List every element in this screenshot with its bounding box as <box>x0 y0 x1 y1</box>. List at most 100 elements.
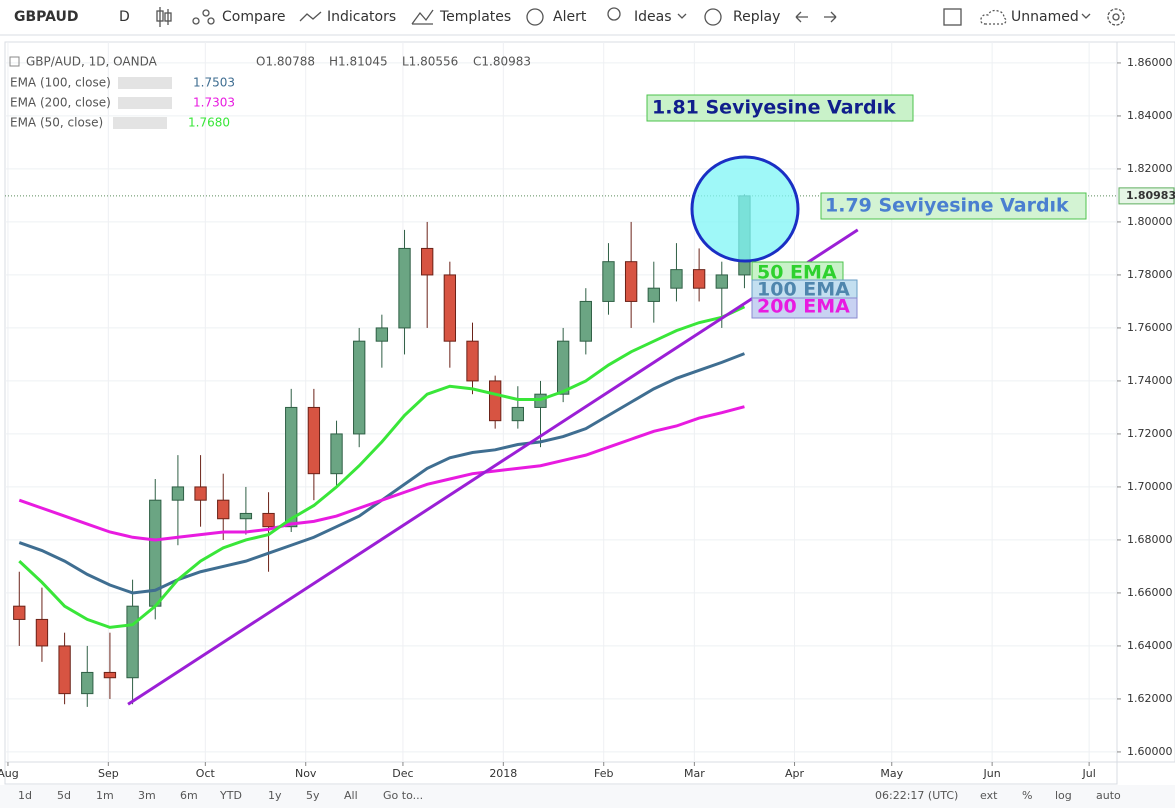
x-tick-label: Dec <box>392 767 413 780</box>
annotation-text: 100 EMA <box>757 279 850 301</box>
scale-option[interactable]: % <box>1022 789 1032 802</box>
replay-icon[interactable] <box>704 8 722 26</box>
ohlc-low: L1.80556 <box>402 55 458 69</box>
y-tick-label: 1.76000 <box>1127 321 1173 334</box>
y-tick-label: 1.74000 <box>1127 374 1173 387</box>
candle-body <box>715 274 728 289</box>
scale-option[interactable]: auto <box>1096 789 1121 802</box>
candle-body <box>13 605 26 620</box>
y-tick-label: 1.82000 <box>1127 162 1173 175</box>
range-button[interactable]: All <box>344 789 358 802</box>
y-tick-label: 1.80000 <box>1127 215 1173 228</box>
scale-option[interactable]: log <box>1055 789 1072 802</box>
layout-dropdown[interactable] <box>1081 13 1091 19</box>
ideas-icon[interactable] <box>607 7 621 21</box>
layout-name[interactable]: Unnamed <box>1011 9 1079 25</box>
range-button[interactable]: 3m <box>138 789 156 802</box>
y-tick-label: 1.68000 <box>1127 533 1173 546</box>
clock: 06:22:17 (UTC) <box>875 789 958 802</box>
x-tick-label: Oct <box>196 767 216 780</box>
candle-body <box>285 406 298 528</box>
indicators-icon[interactable] <box>299 11 322 22</box>
y-tick-label: 1.78000 <box>1127 268 1173 281</box>
candle-body <box>194 486 207 501</box>
candle-body <box>692 269 706 289</box>
x-tick-label: Mar <box>684 767 705 780</box>
study-name[interactable]: EMA (100, close) <box>10 76 111 90</box>
fullscreen-icon[interactable] <box>943 8 962 26</box>
ema-line <box>18 405 745 542</box>
candle-body <box>489 380 502 422</box>
chart-style-icon[interactable] <box>156 7 172 27</box>
alert-button[interactable]: Alert <box>553 9 587 25</box>
annotation-box <box>820 192 1087 220</box>
candle-body <box>398 247 411 329</box>
symbol[interactable]: GBPAUD <box>14 9 79 25</box>
compare-icon[interactable] <box>192 9 215 25</box>
settings-icon[interactable] <box>1107 8 1125 26</box>
x-tick-label: Jul <box>1081 767 1095 780</box>
candle-body <box>330 433 343 475</box>
x-tick-label: Aug <box>0 767 19 780</box>
study-buttons[interactable] <box>113 77 172 129</box>
templates-icon[interactable] <box>411 9 434 25</box>
candle-body <box>262 512 275 528</box>
price-axis <box>1116 41 1175 763</box>
candle-body <box>58 645 71 695</box>
trendline <box>127 228 859 706</box>
study-name[interactable]: EMA (50, close) <box>10 116 103 130</box>
annotation-text: 1.81 Seviyesine Vardık <box>652 97 896 119</box>
y-tick-label: 1.66000 <box>1127 586 1173 599</box>
templates-button[interactable]: Templates <box>439 9 511 25</box>
study-value: 1.7503 <box>193 76 235 90</box>
range-button[interactable]: 5y <box>306 789 320 802</box>
symbol-title: GBP/AUD, 1D, OANDA <box>26 55 158 69</box>
last-price-label: 1.80983 <box>1126 189 1175 202</box>
candle-body <box>466 340 479 382</box>
chart-pane <box>4 41 1118 763</box>
range-button[interactable]: 1d <box>18 789 32 802</box>
candle-body <box>35 618 49 647</box>
candle-body <box>602 261 615 302</box>
candle-body <box>171 486 185 501</box>
study-value: 1.7680 <box>188 116 230 130</box>
annotation-box <box>751 297 858 319</box>
compare-button[interactable]: Compare <box>222 9 286 25</box>
candle-body <box>443 274 457 342</box>
candle-body <box>670 269 683 289</box>
y-tick-label: 1.86000 <box>1127 56 1173 69</box>
range-button[interactable]: 5d <box>57 789 71 802</box>
study-name[interactable]: EMA (200, close) <box>10 96 111 110</box>
cloud-icon[interactable] <box>980 9 1007 25</box>
interval[interactable]: D <box>119 9 130 25</box>
candle-body <box>556 340 570 395</box>
range-button[interactable]: YTD <box>219 789 242 802</box>
bottom-controls: 1d 5d 1m 3m 6m YTD 1y 5y All Go to... 06:22:17 (UT… <box>18 789 1121 802</box>
x-tick-label: 2018 <box>489 767 517 780</box>
collapse-icon[interactable] <box>9 56 20 67</box>
scale-option[interactable]: ext <box>980 789 998 802</box>
range-button[interactable]: Go to... <box>383 789 423 802</box>
ideas-dropdown[interactable] <box>677 13 687 19</box>
x-tick-label: May <box>880 767 903 780</box>
candle-body <box>421 247 434 276</box>
range-button[interactable]: 6m <box>180 789 198 802</box>
plot: 1.60000 1.62000 1.64000 1.66000 1.68000 1.700… <box>0 42 1175 780</box>
alert-icon[interactable] <box>526 8 544 26</box>
replay-button[interactable]: Replay <box>733 9 780 25</box>
time-axis <box>4 761 1118 785</box>
y-tick-label: 1.60000 <box>1127 745 1173 758</box>
indicators-button[interactable]: Indicators <box>327 9 396 25</box>
x-tick-label: Jun <box>983 767 1001 780</box>
range-button[interactable]: 1y <box>268 789 282 802</box>
range-button[interactable]: 1m <box>96 789 114 802</box>
redo-icon[interactable] <box>824 11 837 23</box>
y-tick-label: 1.84000 <box>1127 109 1173 122</box>
undo-icon[interactable] <box>795 11 808 23</box>
candle-body <box>307 406 321 475</box>
ideas-button[interactable]: Ideas <box>634 9 672 25</box>
candle-body <box>647 287 660 302</box>
y-tick-label: 1.62000 <box>1127 692 1173 705</box>
toolbar <box>0 0 1175 35</box>
